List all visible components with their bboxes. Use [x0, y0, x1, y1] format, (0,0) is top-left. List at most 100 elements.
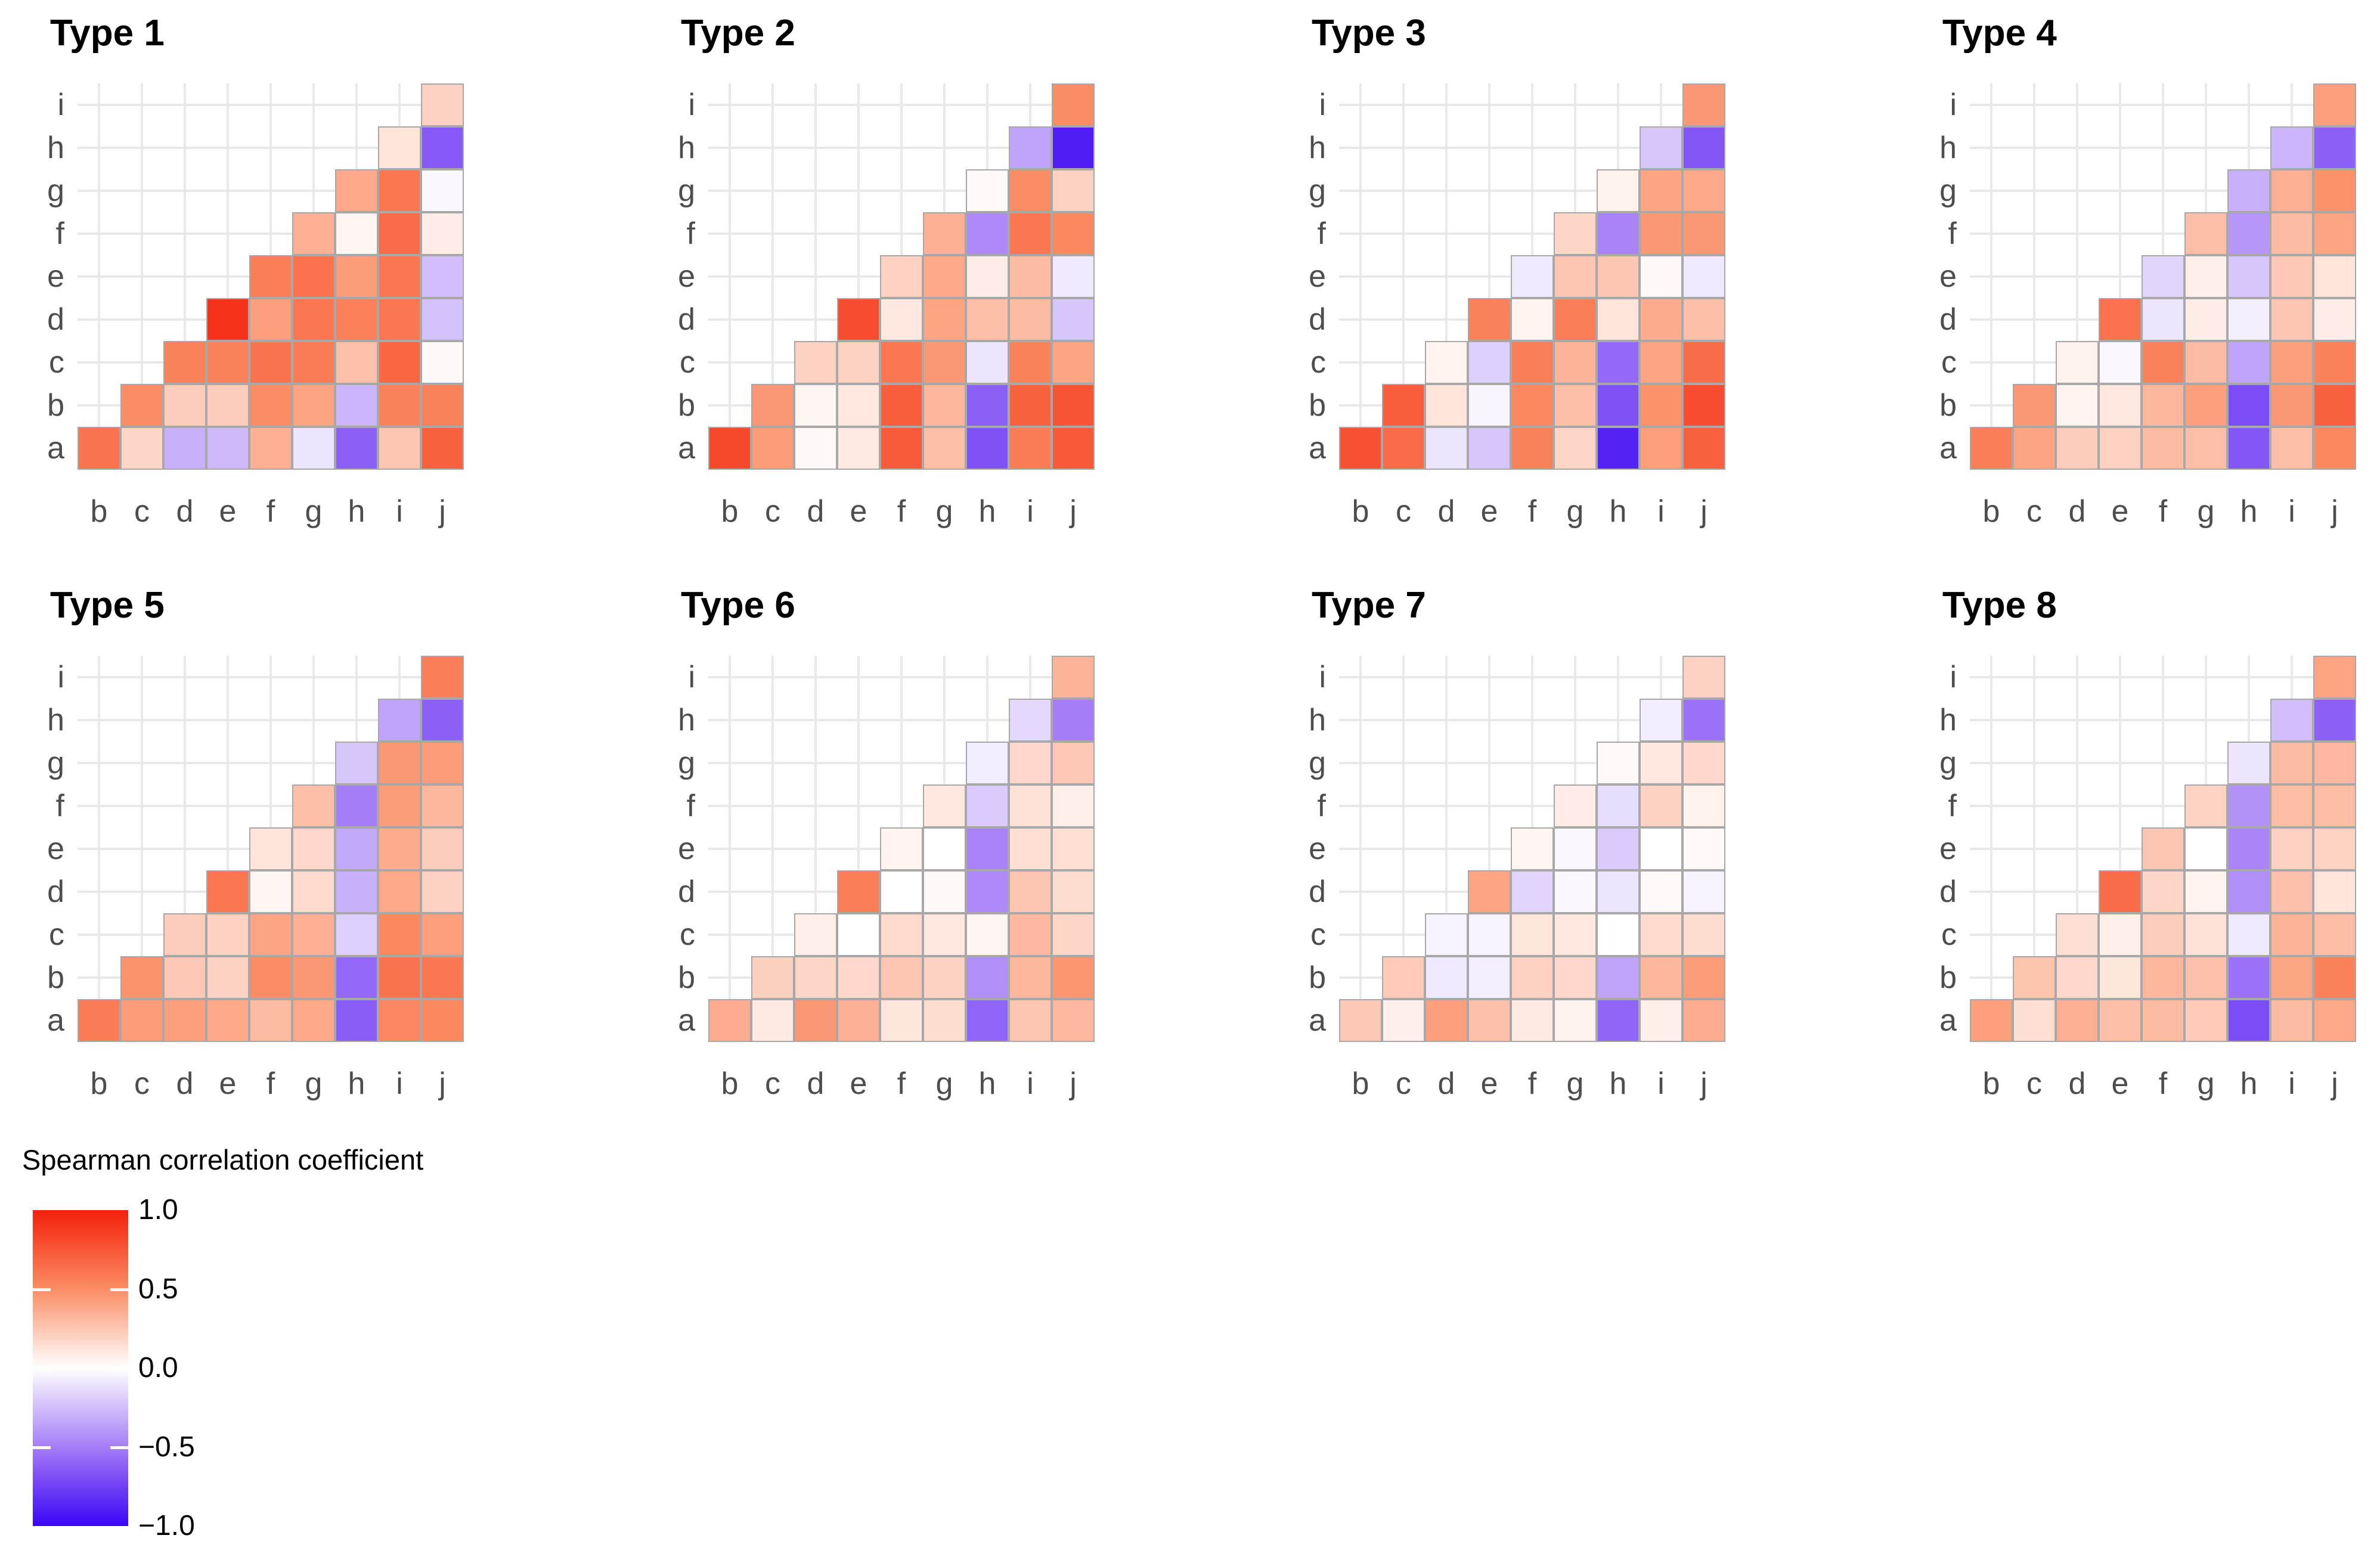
y-axis-label: a [1309, 1003, 1326, 1038]
x-axis-label: f [1527, 1066, 1537, 1101]
heatmap-cell [2142, 341, 2184, 384]
y-axis-label: a [1939, 431, 1957, 466]
heatmap-cell [2227, 212, 2270, 255]
heatmap-cell [249, 427, 292, 470]
heatmap-cell [1468, 384, 1511, 427]
heatmap-cell [2270, 999, 2313, 1042]
heatmap-cell [78, 999, 120, 1042]
heatmap-cell [1682, 427, 1725, 470]
y-axis-label: i [1950, 88, 1957, 122]
heatmap-cell [794, 956, 837, 999]
heatmap-cell [1682, 298, 1725, 341]
y-axis-label: e [678, 832, 695, 866]
heatmap-cell [923, 255, 966, 298]
heatmap-cell [880, 427, 923, 470]
y-axis-label: i [688, 88, 695, 122]
y-axis-label: i [57, 660, 64, 694]
heatmap-plot [78, 656, 464, 1042]
heatmap-cell [2313, 126, 2356, 169]
heatmap-cell [2056, 913, 2099, 956]
x-axis-label: b [1352, 494, 1369, 529]
x-axis-label: f [266, 494, 275, 529]
legend-title: Spearman correlation coefficient [22, 1144, 424, 1176]
heatmap-cell [163, 384, 206, 427]
heatmap-cell [2184, 298, 2227, 341]
heatmap-cell [2142, 999, 2184, 1042]
y-axis-label: f [1948, 216, 1957, 251]
heatmap-cell [1682, 255, 1725, 298]
heatmap-cell [378, 298, 421, 341]
x-axis-label: j [2331, 1066, 2338, 1101]
heatmap-cell [966, 999, 1009, 1042]
x-axis-label: g [935, 1066, 953, 1101]
heatmap-cell [378, 699, 421, 742]
x-axis-label: d [1437, 1066, 1455, 1101]
heatmap-cell [378, 427, 421, 470]
heatmap-cell [1009, 126, 1052, 169]
x-axis-label: g [1566, 494, 1584, 529]
legend-tick-label: 0.0 [138, 1352, 178, 1384]
heatmap-cell [1640, 827, 1682, 870]
heatmap-cell [1640, 870, 1682, 913]
heatmap-plot [708, 83, 1095, 470]
heatmap-cell [2313, 827, 2356, 870]
y-axis-label: d [1939, 302, 1957, 337]
heatmap-cell [2313, 870, 2356, 913]
heatmap-cell [1052, 341, 1095, 384]
x-axis-label: h [1609, 494, 1627, 529]
heatmap-cell [2184, 784, 2227, 827]
x-axis-label: b [1982, 494, 2000, 529]
heatmap-cell [335, 384, 378, 427]
heatmap-cell [966, 913, 1009, 956]
heatmap-plot [1339, 656, 1725, 1042]
heatmap-cell [2270, 742, 2313, 784]
heatmap-cell [249, 999, 292, 1042]
heatmap-cell [378, 999, 421, 1042]
x-axis-label: h [348, 1066, 365, 1101]
heatmap-cell [2270, 126, 2313, 169]
y-axis-label: g [47, 173, 64, 208]
heatmap-cell [120, 999, 163, 1042]
colorbar-legend: Spearman correlation coefficient 1.0 0.5 0… [0, 1133, 596, 1563]
y-axis-label: g [678, 173, 695, 208]
heatmap-cell [880, 384, 923, 427]
heatmap-cell [120, 956, 163, 999]
heatmap-cell [923, 384, 966, 427]
heatmap-cell [2227, 255, 2270, 298]
x-axis-label: j [2331, 494, 2338, 529]
heatmap-cell [1339, 427, 1382, 470]
heatmap-cell [794, 341, 837, 384]
heatmap-cell [1640, 999, 1682, 1042]
x-axis-label: c [1396, 494, 1411, 529]
heatmap-cell [1511, 255, 1554, 298]
heatmap-cell [2313, 169, 2356, 212]
heatmap-cell [421, 699, 464, 742]
y-axis-label: a [47, 1003, 64, 1038]
y-axis-label: e [678, 259, 695, 294]
heatmap-cell [2184, 212, 2227, 255]
heatmap-cell [1682, 699, 1725, 742]
y-axis-label: f [686, 789, 695, 823]
heatmap-cell [923, 827, 966, 870]
x-axis-label: h [978, 494, 996, 529]
heatmap-cell [966, 212, 1009, 255]
heatmap-cell [2313, 427, 2356, 470]
heatmap-cell [292, 999, 335, 1042]
heatmap-cell [292, 255, 335, 298]
heatmap-cell [378, 169, 421, 212]
heatmap-cell [1009, 742, 1052, 784]
panel-title: Type 4 [1942, 13, 2057, 54]
heatmap-cell [2227, 999, 2270, 1042]
heatmap-cell [1597, 341, 1640, 384]
heatmap-cell [1052, 298, 1095, 341]
y-axis-label: g [678, 746, 695, 780]
x-axis-label: j [1070, 1066, 1077, 1101]
heatmap-cell [1052, 870, 1095, 913]
legend-tick-mark [33, 1288, 51, 1291]
heatmap-cell [1597, 212, 1640, 255]
heatmap-cell [292, 870, 335, 913]
heatmap-cell [335, 255, 378, 298]
x-axis-label: b [1352, 1066, 1369, 1101]
heatmap-cell [837, 427, 880, 470]
